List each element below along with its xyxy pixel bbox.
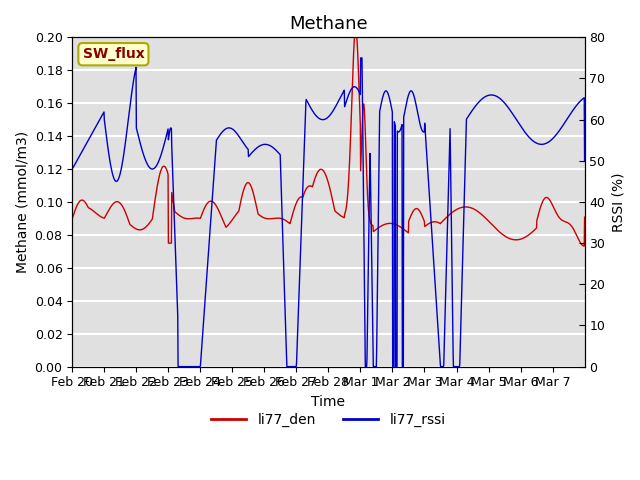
li77_rssi — [148, 166, 156, 172]
li77_den — [580, 243, 588, 249]
li77_den — [148, 216, 156, 222]
li77_rssi — [449, 364, 457, 370]
li77_den — [580, 215, 588, 220]
Legend: li77_den, li77_rssi: li77_den, li77_rssi — [206, 407, 451, 432]
li77_rssi — [580, 158, 588, 164]
li77_rssi — [174, 364, 182, 370]
li77_rssi — [68, 166, 76, 172]
li77_den — [575, 236, 582, 241]
Title: Methane: Methane — [289, 15, 368, 33]
li77_den — [315, 168, 323, 174]
li77_den — [68, 216, 76, 221]
li77_den — [524, 232, 532, 238]
li77_rssi — [525, 134, 532, 140]
X-axis label: Time: Time — [312, 395, 346, 409]
Y-axis label: RSSI (%): RSSI (%) — [611, 172, 625, 232]
Text: SW_flux: SW_flux — [83, 47, 144, 61]
Line: li77_den: li77_den — [72, 29, 584, 246]
li77_rssi — [305, 102, 313, 108]
li77_rssi — [575, 100, 582, 106]
li77_rssi — [356, 55, 364, 61]
li77_rssi — [315, 116, 323, 121]
li77_den — [449, 209, 457, 215]
li77_den — [305, 183, 313, 189]
Y-axis label: Methane (mmol/m3): Methane (mmol/m3) — [15, 131, 29, 273]
li77_den — [352, 26, 360, 32]
Line: li77_rssi: li77_rssi — [72, 58, 584, 367]
